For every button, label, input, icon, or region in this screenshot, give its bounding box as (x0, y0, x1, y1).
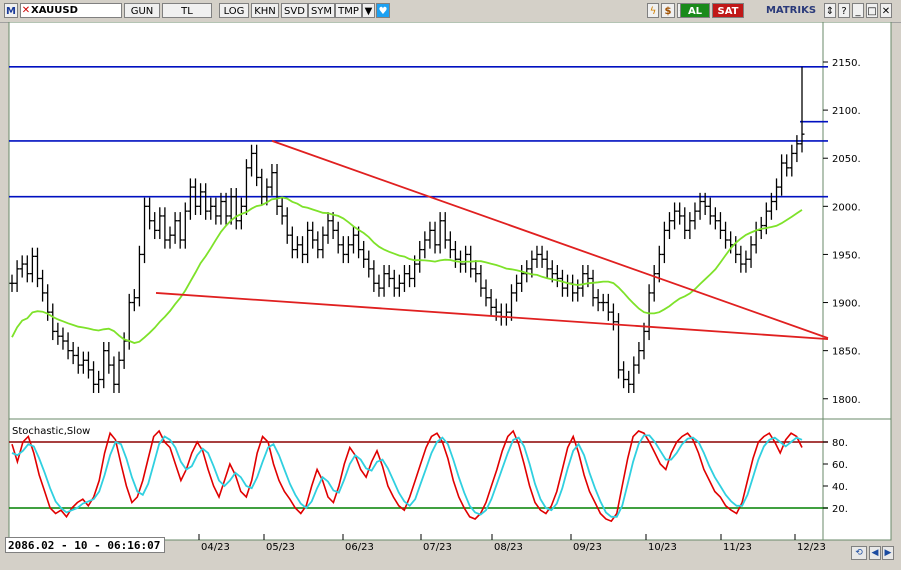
price-tick-label: 2150. (832, 58, 861, 69)
time-tick-label: 07/23 (423, 542, 452, 553)
time-axis: 04/23 05/23 06/23 07/23 08/23 09/23 10/23 11/23… (198, 534, 826, 553)
price-pane (9, 66, 829, 393)
arrows-icon[interactable]: ⇕ (824, 3, 836, 18)
period-button[interactable]: GUN (124, 3, 160, 18)
close-window-icon[interactable]: ✕ (880, 3, 892, 18)
scroll-left-icon[interactable]: ◀ (869, 546, 881, 560)
brand-logo: MATRIKS (765, 5, 817, 16)
chart-frame (8, 22, 892, 541)
time-tick-label: 09/23 (573, 542, 602, 553)
stochastic-d-line (11, 434, 803, 518)
chart-area[interactable]: 2150. 2100. 2050. 2000. 1950. 1900. 1850. 1800.… (0, 22, 901, 570)
tmp-button[interactable]: TMP (335, 3, 362, 18)
bird-icon[interactable]: ♥ (376, 3, 390, 18)
refresh-icon[interactable]: ⟲ (851, 546, 867, 560)
price-tick-label: 2000. (832, 202, 861, 213)
maximize-icon[interactable]: □ (866, 3, 878, 18)
stochastic-title: Stochastic,Slow (12, 426, 90, 437)
buy-button[interactable]: AL (680, 3, 710, 18)
toolbar: M ✕XAUUSD GUN TL LOG KHN SVD SYM TMP ▼ ♥… (0, 0, 901, 23)
price-tick-label: 2100. (832, 106, 861, 117)
symbol-input[interactable]: ✕XAUUSD (20, 3, 122, 18)
stochastic-tick-label: 40. (832, 482, 848, 493)
time-tick-label: 04/23 (201, 542, 230, 553)
price-status-readout: 2086.02 - 10 - 06:16:07 (5, 537, 165, 553)
time-tick-label: 08/23 (494, 542, 523, 553)
time-tick-label: 12/23 (797, 542, 826, 553)
sym-button[interactable]: SYM (308, 3, 335, 18)
time-tick-label: 11/23 (723, 542, 752, 553)
logo-button[interactable]: M (4, 3, 18, 18)
close-icon[interactable]: ✕ (21, 5, 31, 16)
stochastic-tick-label: 60. (832, 460, 848, 471)
sell-button[interactable]: SAT (712, 3, 744, 18)
currency-button[interactable]: TL (162, 3, 212, 18)
dollar-button[interactable]: $ (661, 3, 675, 18)
log-button[interactable]: LOG (219, 3, 249, 18)
khn-button[interactable]: KHN (251, 3, 279, 18)
price-tick-label: 1900. (832, 299, 861, 310)
svd-button[interactable]: SVD (281, 3, 308, 18)
price-tick-label: 1850. (832, 347, 861, 358)
stochastic-tick-label: 80. (832, 438, 848, 449)
lower-trendline (155, 292, 829, 341)
price-tick-label: 2050. (832, 154, 861, 165)
price-axis: 2150. 2100. 2050. 2000. 1950. 1900. 1850. 1800. (823, 58, 861, 406)
symbol-label: XAUUSD (31, 5, 78, 16)
moving-average-line (11, 196, 803, 344)
price-tick-label: 1950. (832, 250, 861, 261)
bolt-icon[interactable]: ϟ (647, 3, 659, 18)
time-tick-label: 06/23 (345, 542, 374, 553)
time-tick-label: 05/23 (266, 542, 295, 553)
price-tick-label: 1800. (832, 395, 861, 406)
minimize-icon[interactable]: _ (852, 3, 864, 18)
dropdown-arrow-icon[interactable]: ▼ (362, 3, 375, 18)
help-icon[interactable]: ? (838, 3, 850, 18)
descending-trendline (271, 140, 829, 339)
scroll-right-icon[interactable]: ▶ (882, 546, 894, 560)
time-tick-label: 10/23 (648, 542, 677, 553)
stochastic-tick-label: 20. (832, 504, 848, 515)
stochastic-axis: 80. 60. 40. 20. (823, 438, 848, 515)
stochastic-pane (9, 429, 828, 523)
